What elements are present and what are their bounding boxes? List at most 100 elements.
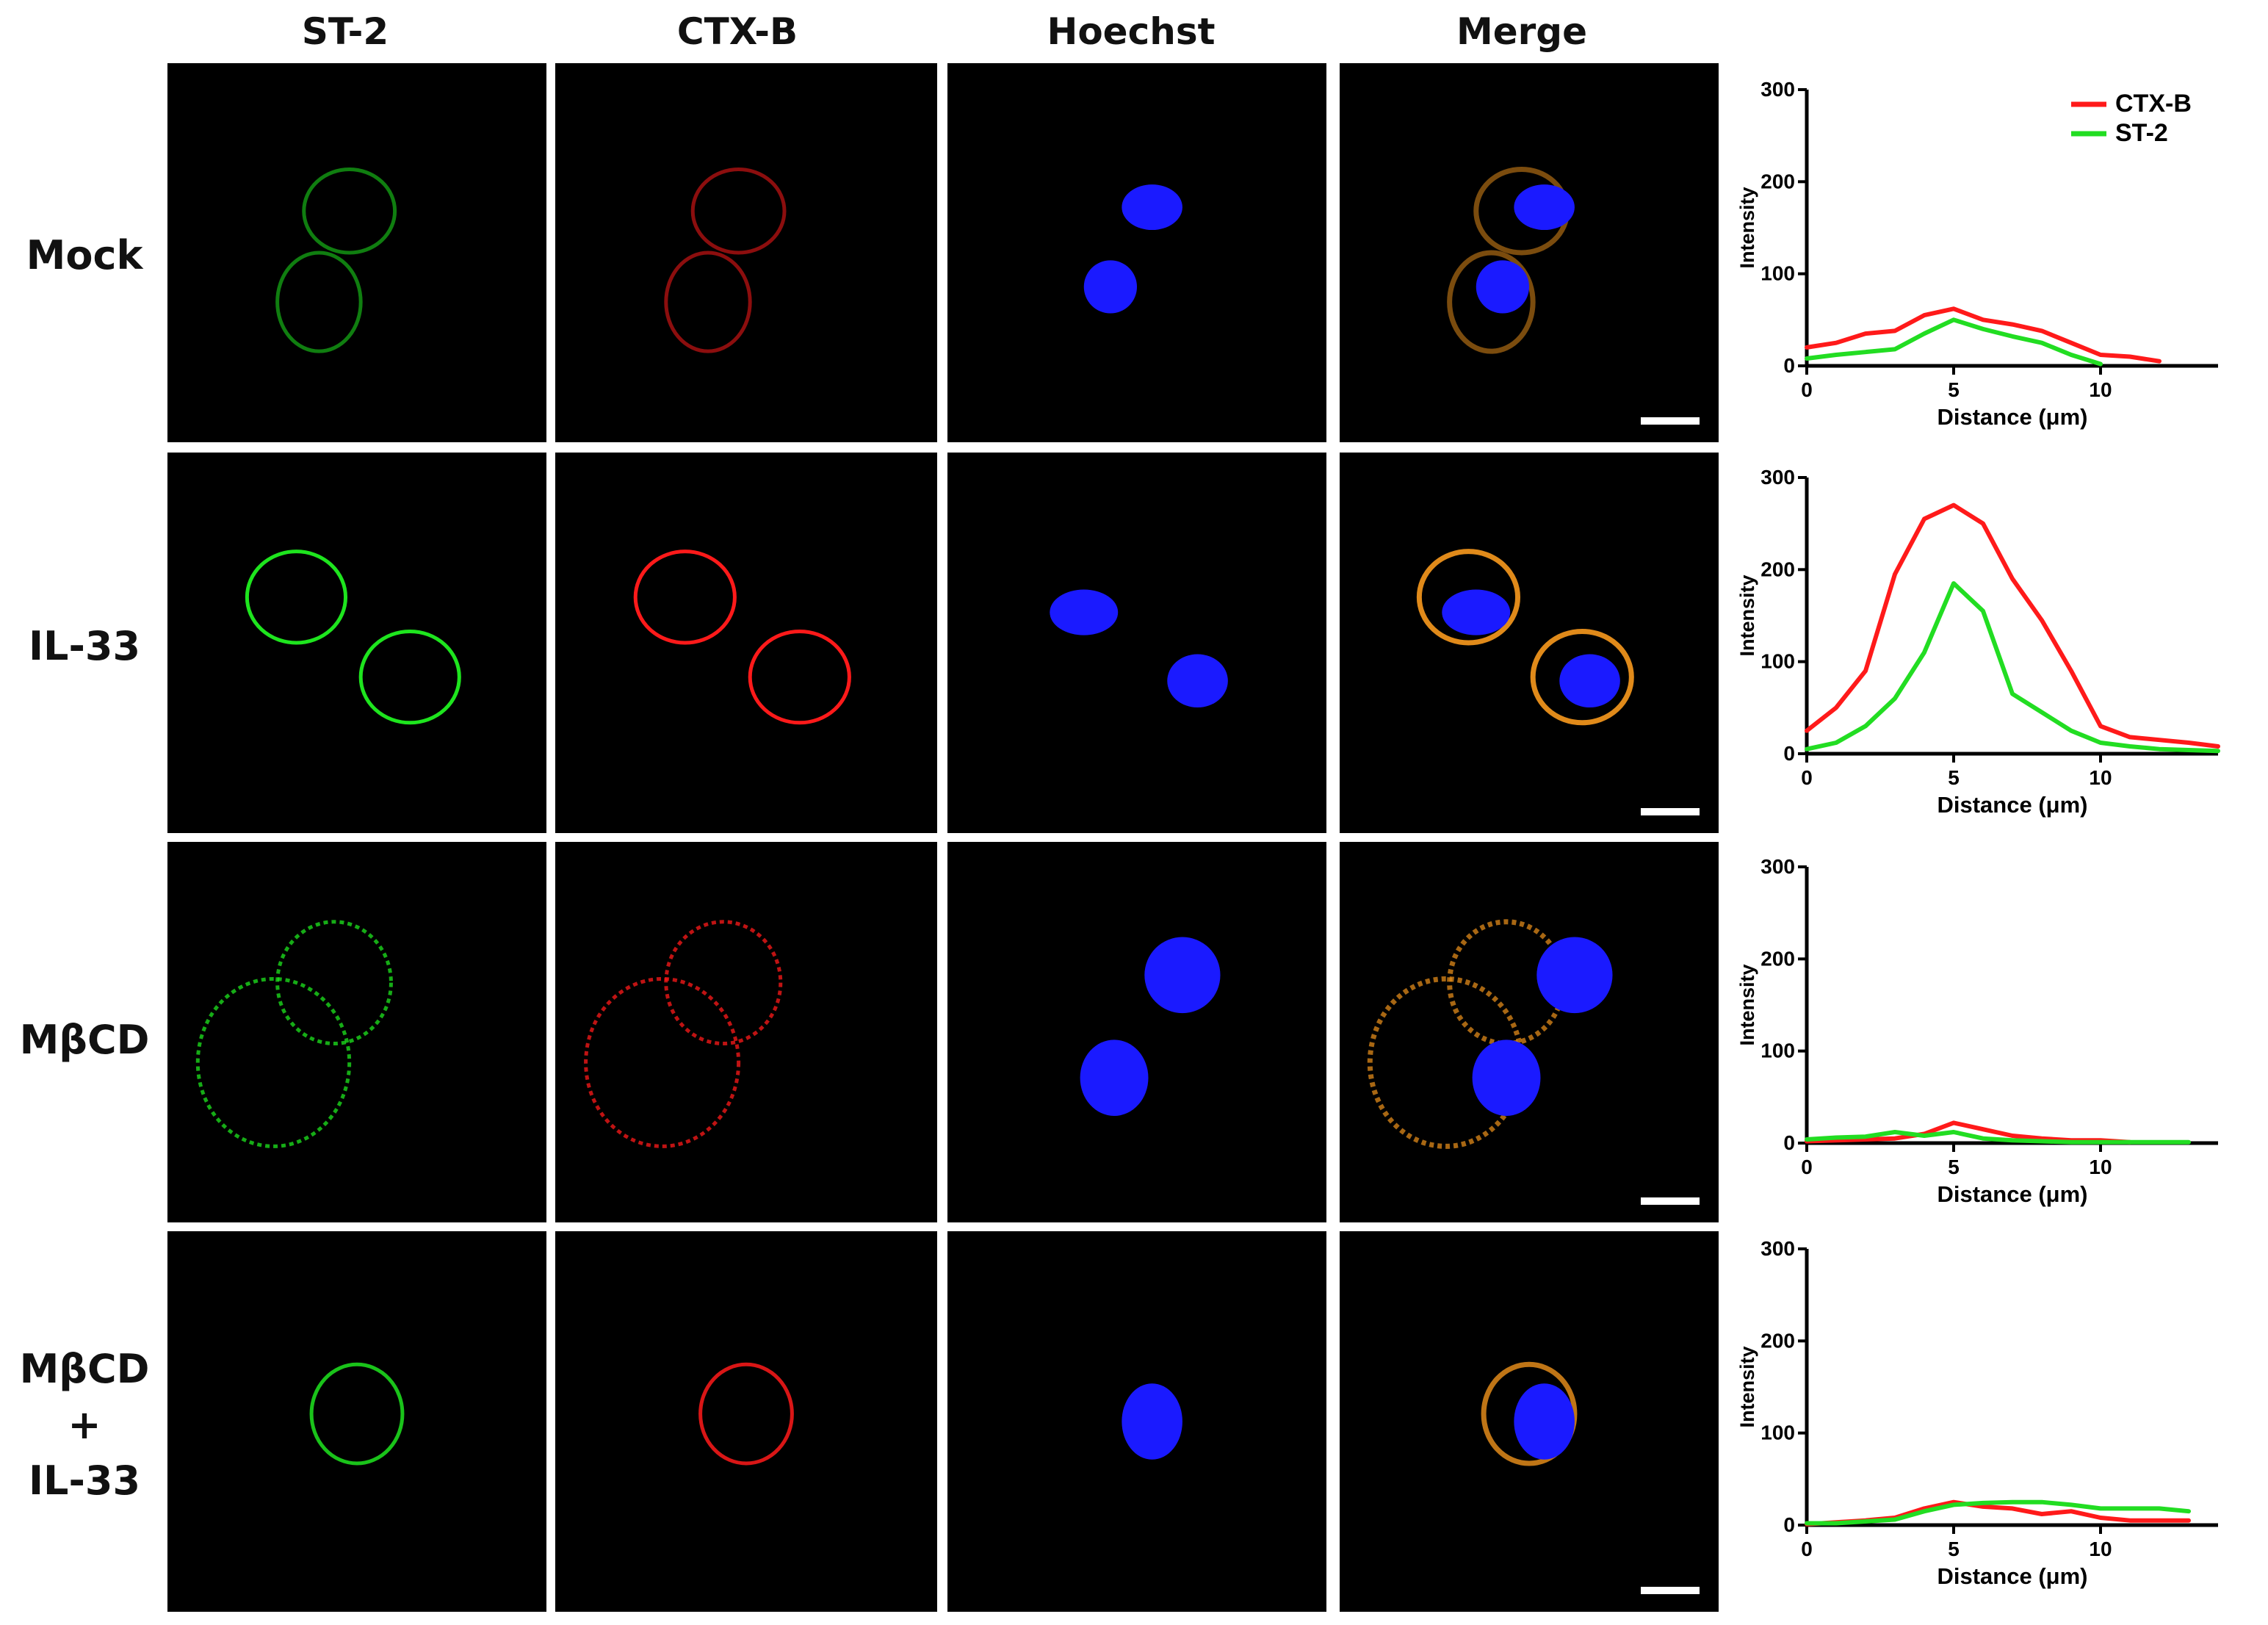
x-axis-label: Distance (μm) (1937, 1181, 2087, 1207)
row-label-line: Mock (26, 232, 143, 278)
cell-membrane (1447, 250, 1536, 354)
x-tick-label: 10 (2089, 766, 2112, 789)
y-tick-label: 200 (1760, 558, 1795, 580)
y-tick-label: 0 (1783, 1131, 1795, 1154)
y-tick-label: 300 (1760, 466, 1795, 489)
legend-label: CTX-B (2115, 90, 2192, 118)
micrograph-st2 (167, 842, 546, 1222)
x-tick-label: 0 (1801, 1538, 1813, 1560)
series-line (1805, 317, 2103, 367)
cell-membrane (664, 920, 783, 1046)
y-tick-label: 100 (1760, 650, 1795, 673)
micrograph-merge (1340, 63, 1719, 442)
cell-membrane (195, 976, 352, 1148)
y-tick-label: 100 (1760, 262, 1795, 285)
column-header-st2: ST-2 (301, 10, 389, 53)
nucleus (1442, 589, 1511, 635)
cell-membrane (633, 550, 737, 645)
cell-membrane (275, 251, 363, 353)
micrograph-ctxb (555, 842, 937, 1222)
cell-membrane (690, 167, 787, 255)
profile-chart-mock: 0 100 200 300 0 5 10 Distance (μm) Intensity CTX-… (1711, 73, 2268, 455)
profile-chart-mbcd-il33: 0 100 200 300 0 5 10 Distance (μm) Intensity (1711, 1233, 2268, 1615)
micrograph-merge (1340, 842, 1719, 1222)
nucleus (1167, 654, 1228, 708)
nucleus (1514, 1383, 1575, 1460)
row-label-line: IL-33 (28, 623, 141, 669)
row-label-line: MβCD (19, 1017, 150, 1063)
micrograph-st2 (167, 63, 546, 442)
row-label-mbcd: MβCD (0, 1012, 169, 1068)
nucleus (1476, 260, 1529, 314)
x-tick-label: 0 (1801, 378, 1813, 401)
y-tick-label: 200 (1760, 170, 1795, 192)
nucleus (1536, 937, 1613, 1014)
y-tick-label: 300 (1760, 1237, 1795, 1260)
series-line (1805, 1499, 2191, 1526)
row-label-mbcd-il33: MβCD + IL-33 (0, 1341, 169, 1509)
cell-membrane (245, 550, 348, 645)
cell-membrane (1481, 1361, 1578, 1466)
scale-bar (1641, 808, 1700, 815)
cell-membrane (302, 167, 397, 255)
scale-bar (1641, 417, 1700, 425)
cell-membrane (698, 1362, 794, 1466)
x-axis-label: Distance (μm) (1937, 1563, 2087, 1589)
x-tick-label: 0 (1801, 766, 1813, 789)
nucleus (1559, 654, 1620, 708)
y-tick-label: 100 (1760, 1422, 1795, 1444)
nucleus (1050, 589, 1119, 635)
profile-chart-il33: 0 100 200 300 0 5 10 Distance (μm) Intensity (1711, 461, 2268, 843)
x-tick-label: 5 (1948, 766, 1960, 789)
column-header-merge: Merge (1456, 10, 1588, 53)
micrograph-merge (1340, 453, 1719, 833)
series-line (1805, 1130, 2191, 1145)
row-label-mock: Mock (0, 228, 169, 284)
nucleus (1080, 1040, 1149, 1116)
scale-bar (1641, 1587, 1700, 1594)
y-tick-label: 0 (1783, 354, 1795, 377)
x-tick-label: 10 (2089, 378, 2112, 401)
y-axis-label: Intensity (1736, 187, 1758, 268)
y-tick-label: 200 (1760, 1329, 1795, 1352)
nucleus (1122, 184, 1182, 231)
y-axis-label: Intensity (1736, 574, 1758, 656)
row-label-line: IL-33 (28, 1458, 141, 1504)
nucleus (1472, 1040, 1541, 1116)
y-axis-label: Intensity (1736, 964, 1758, 1045)
y-axis-label: Intensity (1736, 1346, 1758, 1427)
cell-membrane (275, 920, 393, 1046)
micrograph-hoechst (947, 842, 1326, 1222)
micrograph-hoechst (947, 453, 1326, 833)
cell-membrane (358, 629, 461, 725)
cell-membrane (1416, 549, 1521, 646)
row-label-line: MβCD (19, 1346, 150, 1392)
series-line (1805, 306, 2162, 364)
series-line (1805, 581, 2220, 754)
series-line (1805, 1120, 2132, 1145)
column-header-hoechst: Hoechst (1047, 10, 1216, 53)
series-line (1805, 502, 2220, 749)
x-tick-label: 5 (1948, 378, 1960, 401)
micrograph-ctxb (555, 63, 937, 442)
cell-membrane (748, 629, 851, 725)
cell-membrane (664, 251, 752, 353)
column-header-ctxb: CTX-B (676, 10, 798, 53)
y-tick-label: 300 (1760, 855, 1795, 878)
x-axis-label: Distance (μm) (1937, 404, 2087, 430)
x-axis-label: Distance (μm) (1937, 792, 2087, 818)
micrograph-ctxb (555, 1231, 937, 1612)
nucleus (1514, 184, 1575, 231)
cell-membrane (309, 1362, 405, 1466)
micrograph-hoechst (947, 1231, 1326, 1612)
y-tick-label: 300 (1760, 78, 1795, 101)
micrograph-hoechst (947, 63, 1326, 442)
nucleus (1083, 260, 1137, 314)
x-tick-label: 0 (1801, 1156, 1813, 1178)
y-tick-label: 200 (1760, 947, 1795, 970)
